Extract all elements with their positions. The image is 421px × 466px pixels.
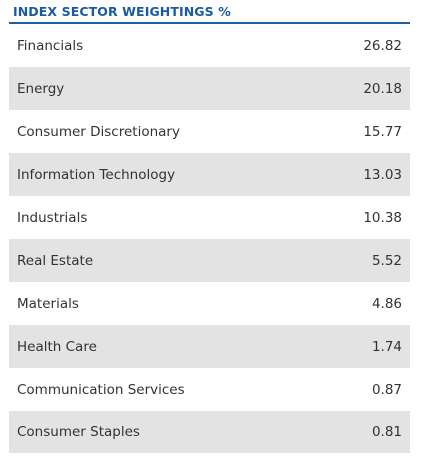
sector-name: Financials (17, 37, 84, 54)
sector-name: Industrials (17, 209, 88, 226)
sector-name: Health Care (17, 338, 97, 355)
sector-name: Materials (17, 295, 79, 312)
sector-weight: 4.86 (371, 295, 402, 312)
table-row: Information Technology 13.03 (9, 153, 410, 196)
table-row: Consumer Staples 0.81 (9, 411, 410, 453)
table-row: Consumer Discretionary 15.77 (9, 110, 410, 153)
sector-weightings-table: Financials 26.82 Energy 20.18 Consumer Discr… (9, 24, 410, 453)
sector-weight: 1.74 (371, 338, 402, 355)
table-row: Health Care 1.74 (9, 325, 410, 368)
table-row: Materials 4.86 (9, 282, 410, 325)
sector-weight: 10.38 (363, 209, 402, 226)
sector-name: Consumer Discretionary (17, 123, 180, 140)
sector-weight: 0.87 (371, 381, 402, 398)
table-row: Industrials 10.38 (9, 196, 410, 239)
sector-weight: 20.18 (363, 80, 402, 97)
table-row: Financials 26.82 (9, 24, 410, 67)
table-row: Real Estate 5.52 (9, 239, 410, 282)
sector-name: Energy (17, 80, 65, 97)
sector-weight: 26.82 (363, 37, 402, 54)
sector-name: Real Estate (17, 252, 94, 269)
sector-name: Communication Services (17, 381, 185, 398)
sector-name: Information Technology (17, 166, 176, 183)
title-underline (9, 22, 410, 24)
sector-weight: 0.81 (371, 424, 402, 440)
sector-weight: 15.77 (363, 123, 402, 140)
table-row: Energy 20.18 (9, 67, 410, 110)
sector-weight: 5.52 (371, 252, 402, 269)
sector-weight: 13.03 (363, 166, 402, 183)
sector-name: Consumer Staples (17, 424, 140, 440)
table-row: Communication Services 0.87 (9, 368, 410, 411)
widget-title: INDEX SECTOR WEIGHTINGS % (13, 4, 231, 19)
